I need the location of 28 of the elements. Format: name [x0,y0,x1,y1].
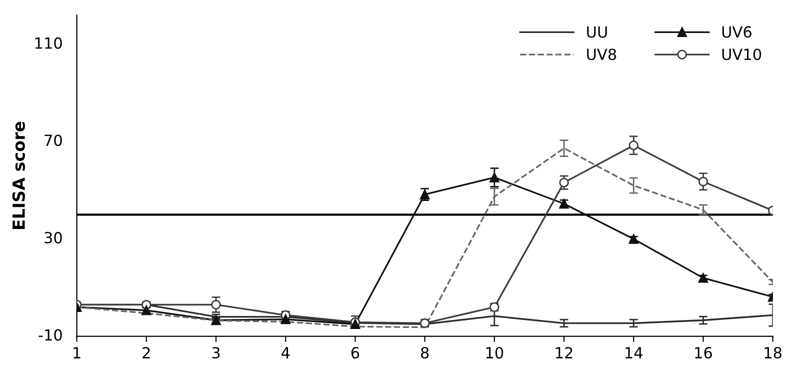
legend-label: UU [587,26,607,38]
x-tick-label: 16 [695,346,712,359]
x-tick-label: 14 [626,347,642,358]
point [698,176,708,186]
x-tick-label: 18 [764,346,782,359]
point [490,172,500,182]
x-tick-label: 12 [556,346,572,358]
legend-label: UV6 [722,26,752,38]
point [211,315,221,326]
y-axis-title: ELISA score [12,122,25,230]
point [559,178,569,188]
y-tick-label: 30 [44,232,62,244]
y-tick-label: -10 [38,329,62,341]
x-tick-label: 8 [420,346,429,359]
x-tick-label: 10 [486,346,504,359]
y-tick-label: 110 [35,37,62,49]
x-tick-label: 1 [74,347,80,358]
point [211,300,221,310]
x-tick-label: 6 [351,346,360,359]
point [280,314,290,324]
x-tick-label: 3 [212,346,220,359]
point [628,140,638,150]
x-tick-label: 4 [281,347,290,358]
point [142,305,152,316]
legend-label: UV10 [722,48,762,60]
x-tick-label: 2 [142,346,150,358]
y-tick-label: 70 [44,134,62,146]
legend-label: UV8 [587,48,616,60]
